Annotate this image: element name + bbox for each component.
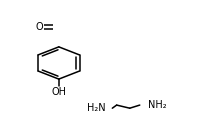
Text: OH: OH [51, 87, 66, 97]
Text: NH₂: NH₂ [148, 100, 166, 110]
Text: H₂N: H₂N [87, 103, 106, 113]
Text: O: O [36, 22, 43, 32]
